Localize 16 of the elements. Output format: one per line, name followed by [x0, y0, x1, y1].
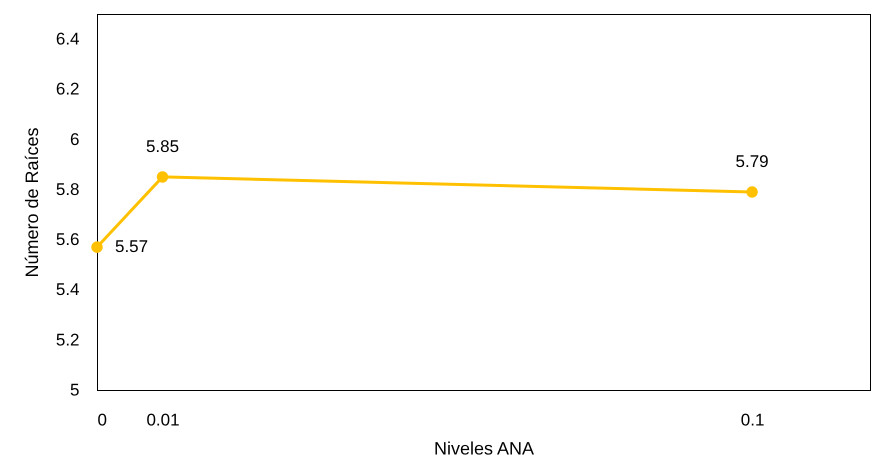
x-tick-label: 0.01	[146, 410, 180, 430]
y-tick-label: 5	[70, 380, 80, 400]
y-tick-label: 5.2	[56, 330, 80, 350]
y-tick-label: 6.2	[56, 80, 80, 99]
y-tick-label: 5.8	[56, 180, 80, 199]
data-label: 5.57	[115, 237, 148, 256]
y-tick-label: 6.4	[56, 30, 80, 49]
y-axis-title: Número de Raíces	[22, 127, 42, 278]
x-axis-title: Niveles ANA	[434, 438, 534, 458]
y-tick-label: 5.6	[56, 230, 80, 250]
x-tick-label: 0.1	[740, 410, 764, 430]
data-label: 5.85	[146, 136, 180, 156]
data-label: 5.79	[736, 152, 769, 171]
x-tick-label: 0	[98, 410, 107, 430]
y-tick-label: 5.4	[56, 280, 80, 300]
y-tick-label: 6	[70, 130, 80, 149]
